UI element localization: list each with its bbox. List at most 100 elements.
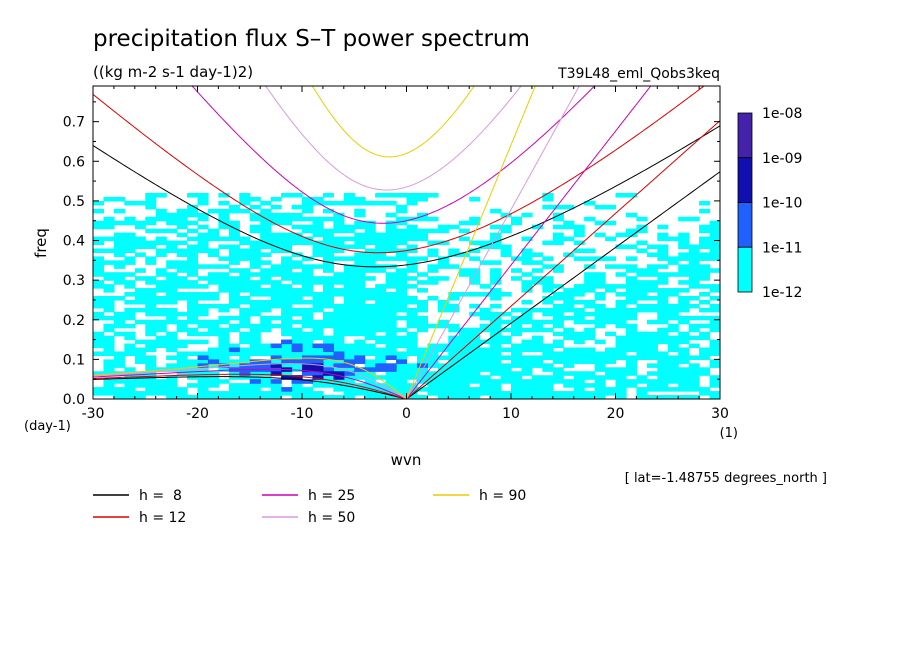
contour-cell	[615, 371, 627, 376]
colorbar-label: 1e-10	[762, 196, 802, 212]
contour-cell	[573, 315, 585, 321]
contour-cell	[218, 216, 230, 222]
contour-cell	[228, 248, 240, 254]
contour-cell	[469, 355, 481, 360]
contour-cell	[385, 391, 397, 396]
contour-cell	[134, 395, 146, 399]
contour-cell	[448, 252, 460, 257]
contour-cell	[291, 204, 303, 210]
contour-cell	[228, 303, 240, 309]
contour-cell	[291, 232, 303, 238]
contour-cell	[688, 264, 700, 269]
contour-cell	[281, 192, 293, 198]
contour-cell	[542, 319, 554, 325]
contour-cell	[155, 236, 167, 242]
contour-cell	[458, 236, 470, 242]
contour-cell	[594, 280, 606, 285]
contour-cell	[479, 260, 491, 265]
contour-cell	[385, 331, 397, 337]
contour-cell	[625, 343, 637, 349]
contour-cell	[302, 363, 314, 368]
contour-cell	[594, 375, 606, 380]
contour-cell	[458, 331, 470, 337]
contour-cell	[563, 351, 575, 357]
contour-cell	[385, 327, 397, 333]
contour-cell	[469, 196, 481, 202]
contour-cell	[176, 224, 188, 230]
contour-cell	[103, 315, 115, 321]
contour-cell	[113, 395, 125, 399]
contour-cell	[678, 371, 690, 376]
contour-cell	[228, 387, 240, 392]
contour-cell	[291, 280, 303, 285]
contour-cell	[573, 240, 585, 246]
contour-cell	[406, 295, 418, 301]
contour-cell	[155, 284, 167, 289]
contour-cell	[343, 268, 355, 273]
contour-cell	[416, 232, 428, 238]
contour-cell	[364, 252, 376, 257]
contour-cell	[93, 391, 105, 396]
contour-cell	[552, 264, 564, 269]
contour-cell	[364, 292, 376, 297]
contour-cell	[187, 351, 199, 357]
contour-cell	[281, 303, 293, 309]
contour-cell	[469, 216, 481, 222]
contour-cell	[552, 295, 564, 301]
contour-cell	[322, 236, 334, 242]
contour-cell	[218, 335, 230, 341]
contour-cell	[646, 387, 658, 392]
contour-cell	[302, 339, 314, 345]
contour-cell	[406, 307, 418, 313]
contour-cell	[364, 359, 376, 364]
contour-cell	[239, 256, 251, 261]
contour-cell	[594, 311, 606, 317]
contour-cell	[552, 355, 564, 360]
contour-cell	[291, 272, 303, 277]
contour-cell	[145, 276, 157, 281]
contour-cell	[343, 347, 355, 353]
contour-cell	[636, 387, 648, 392]
contour-cell	[552, 236, 564, 242]
contour-cell	[364, 371, 376, 376]
contour-cell	[531, 363, 543, 368]
legend-label: h = 8	[139, 488, 182, 504]
contour-cell	[437, 264, 449, 269]
contour-cell	[260, 299, 272, 305]
contour-cell	[343, 303, 355, 309]
contour-cell	[312, 331, 324, 337]
contour-cell	[197, 379, 209, 384]
contour-cell	[448, 391, 460, 396]
contour-cell	[239, 196, 251, 202]
contour-cell	[584, 276, 596, 281]
contour-cell	[563, 204, 575, 210]
contour-cell	[688, 395, 700, 399]
contour-cell	[270, 355, 282, 360]
contour-cell	[437, 299, 449, 305]
contour-cell	[416, 280, 428, 285]
contour-cell	[375, 268, 387, 273]
contour-cell	[594, 303, 606, 309]
contour-cell	[490, 295, 502, 301]
inertia-gravity-curve	[93, 125, 720, 268]
contour-cell	[490, 371, 502, 376]
contour-cell	[187, 228, 199, 234]
contour-cell	[291, 311, 303, 317]
contour-cell	[239, 272, 251, 277]
contour-cell	[113, 315, 125, 321]
contour-cell	[657, 351, 669, 357]
contour-cell	[145, 307, 157, 313]
contour-cell	[406, 339, 418, 345]
contour-cell	[396, 240, 408, 246]
contour-cell	[699, 367, 711, 372]
contour-cell	[709, 244, 720, 250]
y-unit-label: (day-1)	[24, 419, 71, 434]
contour-cell	[688, 280, 700, 285]
contour-cell	[542, 192, 554, 198]
contour-cell	[678, 216, 690, 222]
contour-cell	[176, 295, 188, 301]
contour-cell	[124, 216, 136, 222]
rossby-wave-curve	[93, 376, 407, 399]
contour-cell	[563, 288, 575, 293]
